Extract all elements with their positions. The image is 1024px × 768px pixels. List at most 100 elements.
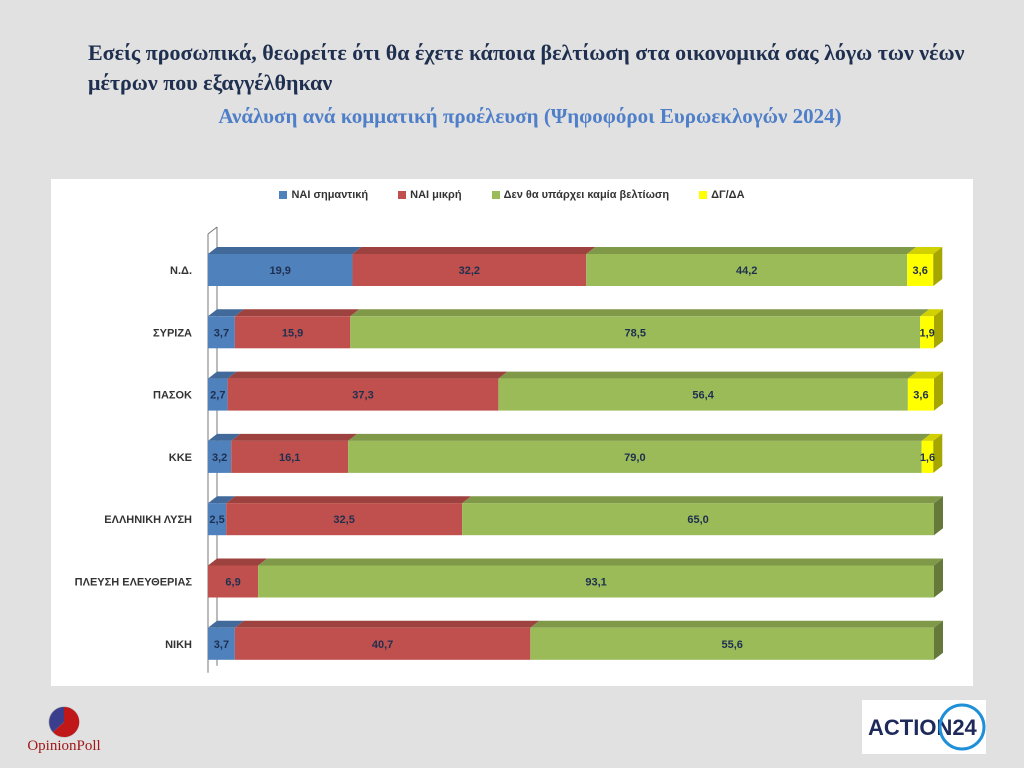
bar-segment-top	[226, 496, 472, 504]
bar-segment-top	[208, 433, 241, 441]
category-label: ΣΥΡΙΖΑ	[153, 327, 192, 339]
bar-segment	[920, 316, 934, 349]
chart-panel: ΝΑΙ σημαντική ΝΑΙ μικρή Δεν θα υπάρχει καμ…	[51, 179, 973, 686]
bar-segment-side	[934, 309, 943, 349]
legend-label: Δεν θα υπάρχει καμία βελτίωση	[503, 189, 670, 201]
bar-segment-side	[934, 558, 943, 598]
data-label: 3,7	[214, 639, 229, 651]
bar-segment-top	[352, 247, 596, 254]
data-label: 93,1	[585, 577, 606, 589]
bar-segment	[907, 254, 934, 286]
bar-segment-top	[462, 496, 943, 504]
data-label: 65,0	[687, 514, 708, 526]
bar-segment-top	[907, 247, 943, 254]
data-label: 1,9	[919, 327, 934, 339]
category-label: ΚΚΕ	[169, 452, 192, 464]
data-label: 1,6	[920, 452, 935, 464]
bar-segment-side	[934, 620, 943, 660]
bar-segment	[208, 565, 259, 598]
legend-swatch	[398, 191, 407, 199]
bar-segment-top	[907, 371, 943, 379]
bar-segment-top	[530, 620, 943, 628]
bar-segment	[208, 503, 227, 536]
bar-segment-top	[920, 309, 943, 317]
action24-mark-icon: ACTION24	[868, 703, 986, 751]
legend-label: ΔΓ/ΔΑ	[711, 189, 745, 201]
legend-item: ΔΓ/ΔΑ	[699, 189, 745, 201]
bar-segment-top	[208, 371, 237, 379]
data-label: 2,5	[209, 514, 224, 526]
category-label: ΠΑΣΟΚ	[153, 390, 192, 402]
data-label: 79,0	[624, 452, 645, 464]
data-label: 55,6	[721, 639, 742, 651]
bar-segment	[226, 503, 463, 536]
axis-wall-top	[207, 226, 218, 235]
bar-segment	[348, 440, 922, 473]
data-label: 16,1	[279, 452, 300, 464]
legend-swatch	[699, 191, 708, 199]
bar-segment-top	[234, 309, 360, 317]
category-label: ΠΛΕΥΣΗ ΕΛΕΥΘΕΡΙΑΣ	[75, 577, 193, 589]
bar-segment-top	[208, 496, 236, 504]
bar-segment	[208, 316, 235, 349]
opinionpoll-wordmark: OpinionPoll	[27, 738, 101, 754]
stacked-bar-chart: Ν.Δ. 19,9 32,2 44,2 3,6 ΣΥΡΙΖΑ 3,7 15,9 78,5 1,9 Π…	[75, 226, 943, 673]
bar-segment	[208, 627, 235, 660]
bar-segment-top	[350, 309, 930, 317]
bar-segment	[208, 378, 228, 411]
bar-segment-side	[933, 433, 943, 473]
opinionpoll-logo: OpinionPoll	[16, 700, 112, 758]
bar-segment	[907, 378, 934, 411]
bar-segment-top	[227, 371, 508, 379]
bar-segment-top	[498, 371, 917, 379]
bar-segment-top	[234, 620, 540, 628]
data-label: 78,5	[625, 327, 646, 339]
category-label: Ν.Δ.	[170, 265, 192, 277]
data-label: 6,9	[225, 577, 240, 589]
legend-label: ΝΑΙ σημαντική	[291, 189, 369, 201]
bar-segment	[350, 316, 921, 349]
bar-segment	[231, 440, 349, 473]
data-label: 32,5	[333, 514, 354, 526]
legend-item: ΝΑΙ σημαντική	[279, 189, 368, 201]
bar-segment-top	[208, 247, 362, 254]
bar-segment-side	[934, 496, 943, 536]
bar-segment	[258, 565, 934, 598]
opinionpoll-mark-icon	[48, 706, 80, 738]
bar-segment	[586, 254, 908, 286]
bar-segment	[462, 503, 934, 536]
data-label: 19,9	[270, 265, 291, 277]
data-label: 3,6	[913, 390, 928, 402]
bar-segment-top	[258, 558, 943, 566]
legend-item: ΝΑΙ μικρή	[398, 189, 462, 201]
action24-logo: ACTION24	[862, 700, 986, 754]
bar-segment	[227, 378, 499, 411]
category-label: ΕΛΛΗΝΙΚΗ ΛΥΣΗ	[104, 514, 192, 526]
action24-wordmark: ACTION24	[868, 715, 978, 740]
bar-segment	[498, 378, 908, 411]
bar-segment	[234, 627, 531, 660]
legend-swatch	[491, 191, 500, 199]
legend-swatch	[279, 191, 288, 199]
data-label: 3,6	[913, 265, 928, 277]
data-label: 44,2	[736, 265, 757, 277]
bar-segment-top	[921, 433, 943, 441]
category-label: ΝΙΚΗ	[165, 639, 192, 651]
bar-segment	[208, 254, 353, 286]
bar-segment-top	[208, 309, 244, 317]
bar-segment-top	[231, 433, 358, 441]
bar-segment-side	[933, 247, 943, 286]
chart-subtitle: Ανάλυση ανά κομματική προέλευση (Ψηφοφόρ…	[218, 104, 842, 128]
chart-title: Εσείς προσωπικά, θεωρείτε ότι θα έχετε κ…	[88, 40, 965, 95]
bar-segment-top	[348, 433, 931, 441]
legend-item: Δεν θα υπάρχει καμία βελτίωση	[491, 189, 670, 201]
data-label: 32,2	[459, 265, 480, 277]
data-label: 56,4	[692, 390, 714, 402]
legend: ΝΑΙ σημαντική ΝΑΙ μικρή Δεν θα υπάρχει καμ…	[51, 189, 973, 201]
data-label: 2,7	[210, 390, 225, 402]
bar-segment-top	[208, 558, 268, 566]
bar-segment-top	[586, 247, 917, 254]
legend-label: ΝΑΙ μικρή	[410, 189, 462, 201]
bar-segment-side	[934, 371, 943, 411]
data-label: 3,7	[214, 327, 229, 339]
